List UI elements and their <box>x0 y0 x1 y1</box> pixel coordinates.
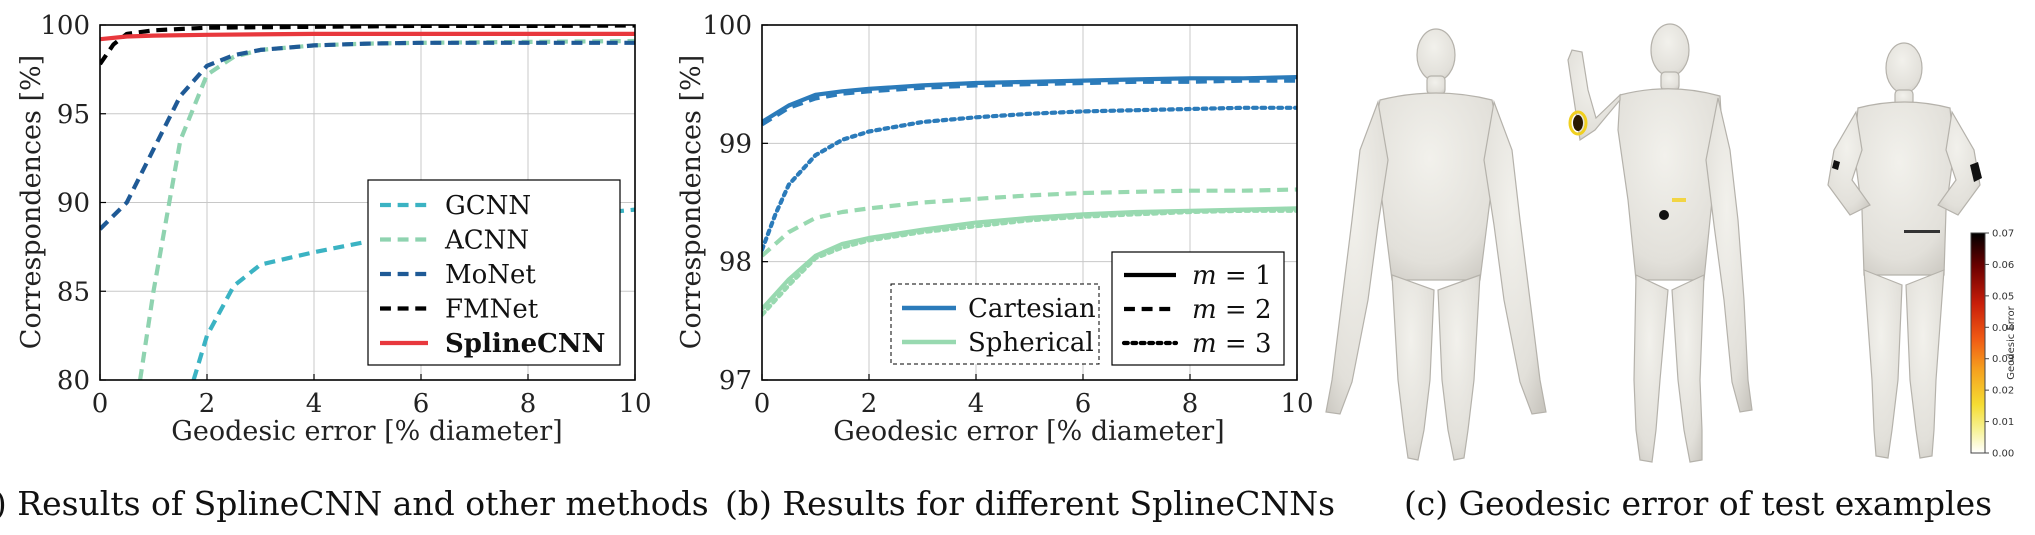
series-line-monet <box>100 40 635 231</box>
panel-b-frame <box>761 24 1298 381</box>
colorbar-gradient <box>1970 232 1986 454</box>
colorbar-tick-label: 0.03 <box>1992 354 2014 365</box>
x-tick-label: 2 <box>861 389 878 419</box>
series-line-fmnet <box>100 25 635 66</box>
colorbar: 0.07 0.06 0.05 0.04 0.03 0.02 0.01 0.00 Geodesi… <box>1970 229 2017 460</box>
series-line-spherical-m-3 <box>762 208 1297 317</box>
error-spot <box>1832 160 1840 170</box>
y-tick-label: 95 <box>57 100 90 130</box>
legend-label-fmnet: FMNet <box>445 295 539 325</box>
body-figure-3 <box>1827 42 1982 459</box>
y-tick-label: 100 <box>40 11 90 41</box>
series-line-cartesian-m-1 <box>762 75 1297 124</box>
y-tick-label: 99 <box>719 129 752 159</box>
error-spot <box>1970 162 1982 182</box>
colorbar-tick-label: 0.06 <box>1992 260 2014 271</box>
x-tick-label: 0 <box>754 389 771 419</box>
error-spot <box>1672 198 1686 202</box>
y-tick-label: 98 <box>719 248 752 278</box>
caption-c: (c) Geodesic error of test examples <box>1404 484 1992 523</box>
legend-label-acnn: ACNN <box>444 226 529 256</box>
series-line-spherical-m-2 <box>762 187 1297 258</box>
legend-label-m-3: m = 3 <box>1192 329 1272 359</box>
body-figure-1 <box>1325 28 1547 461</box>
panel-a-ylabel: Correspondences [%] <box>16 55 47 349</box>
panel-b-style-legend: m = 1 m = 2 m = 3 <box>1111 251 1285 366</box>
panel-a-legend-box <box>367 179 621 366</box>
y-tick-label: 90 <box>57 189 90 219</box>
legend-label-monet: MoNet <box>445 260 536 290</box>
colorbar-label: Geodesic Error <box>2006 305 2017 379</box>
x-tick-label: 8 <box>1182 389 1199 419</box>
legend-label-m-2: m = 2 <box>1192 295 1272 325</box>
panel-a: 0 2 4 6 8 10 80 85 90 95 100 Geodesic error [% dia… <box>16 11 652 447</box>
legend-label-cartesian: Cartesian <box>968 294 1096 324</box>
panel-b: 0 2 4 6 8 10 97 98 99 100 Geodesic error [% diame… <box>676 11 1314 447</box>
panel-b-xlabel: Geodesic error [% diameter] <box>833 416 1224 447</box>
caption-a: (a) Results of SplineCNN and other metho… <box>0 484 709 523</box>
x-tick-label: 4 <box>306 389 323 419</box>
panel-c: 0.07 0.06 0.05 0.04 0.03 0.02 0.01 0.00 Geodesi… <box>1325 23 2017 463</box>
panel-b-color-legend: Cartesian Spherical <box>890 283 1100 365</box>
x-tick-label: 2 <box>199 389 216 419</box>
y-tick-label: 85 <box>57 277 90 307</box>
x-tick-label: 8 <box>520 389 537 419</box>
x-tick-label: 6 <box>1075 389 1092 419</box>
caption-b: (b) Results for different SplineCNNs <box>725 484 1335 523</box>
panel-b-series <box>762 75 1297 317</box>
panel-b-ylabel: Correspondences [%] <box>676 55 707 349</box>
error-spot-halo <box>1568 110 1588 136</box>
x-tick-label: 0 <box>92 389 109 419</box>
x-tick-label: 4 <box>968 389 985 419</box>
panel-b-color-legend-box <box>890 283 1100 365</box>
y-tick-label: 97 <box>719 366 752 396</box>
colorbar-tick-label: 0.07 <box>1992 229 2014 240</box>
legend-label-m-1: m = 1 <box>1192 261 1272 291</box>
panel-a-legend: GCNN ACNN MoNet FMNet SplineCNN <box>367 179 621 366</box>
x-tick-label: 10 <box>618 389 651 419</box>
panel-b-style-legend-box <box>1111 251 1285 366</box>
colorbar-tick-label: 0.01 <box>1992 417 2014 428</box>
colorbar-tick-label: 0.02 <box>1992 386 2014 397</box>
series-line-cartesian-m-2 <box>762 78 1297 127</box>
error-spot <box>1573 115 1583 131</box>
body-figure-2 <box>1567 23 1753 463</box>
y-tick-label: 80 <box>57 366 90 396</box>
error-spot <box>1904 230 1940 233</box>
x-tick-label: 6 <box>413 389 430 419</box>
legend-label-gcnn: GCNN <box>445 191 531 221</box>
error-spot <box>1659 210 1669 220</box>
panel-b-ticks: 0 2 4 6 8 10 97 98 99 100 <box>702 11 1313 419</box>
colorbar-tick-label: 0.04 <box>1992 323 2014 334</box>
legend-label-splinecnn: SplineCNN <box>445 329 605 359</box>
colorbar-tick-label: 0.00 <box>1992 449 2014 460</box>
series-line-splinecnn <box>100 31 635 42</box>
y-tick-label: 100 <box>702 11 752 41</box>
legend-label-spherical: Spherical <box>968 328 1094 358</box>
panel-a-xlabel: Geodesic error [% diameter] <box>171 416 562 447</box>
colorbar-tick-label: 0.05 <box>1992 291 2014 302</box>
series-line-cartesian-m-3 <box>762 105 1297 252</box>
x-tick-label: 10 <box>1280 389 1313 419</box>
panel-a-ticks: 0 2 4 6 8 10 80 85 90 95 100 <box>40 11 651 419</box>
